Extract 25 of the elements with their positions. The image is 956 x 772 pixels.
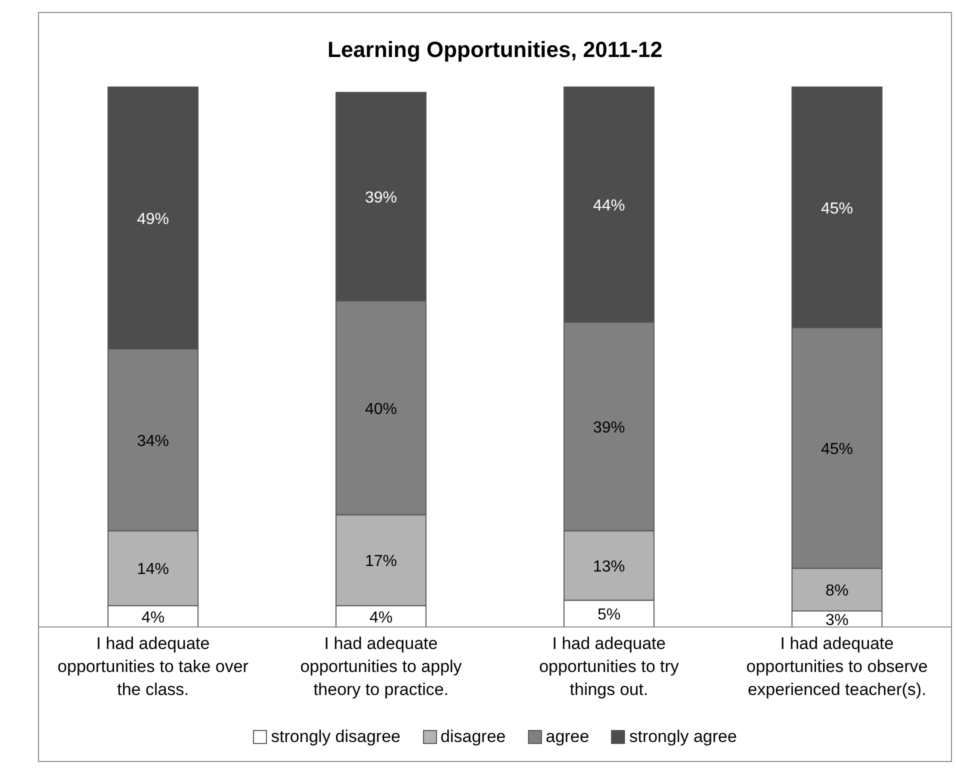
legend-label: disagree (440, 727, 506, 747)
data-label: 49% (136, 210, 170, 228)
legend-label: agree (546, 727, 590, 747)
data-label: 5% (597, 606, 621, 624)
legend-label: strongly disagree (271, 727, 401, 747)
data-label: 4% (369, 609, 393, 626)
data-label: 45% (820, 200, 854, 218)
data-label: 3% (825, 612, 849, 629)
data-label: 34% (136, 432, 170, 450)
data-label: 39% (592, 420, 626, 437)
x-tick-label: I had adequate opportunities to take over the class. (58, 634, 249, 699)
data-label: 13% (592, 558, 626, 576)
data-label: 14% (136, 561, 170, 578)
data-label: 8% (825, 582, 849, 600)
data-label: 45% (820, 440, 854, 458)
data-label: 17% (364, 553, 398, 570)
legend-label: strongly agree (629, 727, 737, 747)
chart-title: Learning Opportunities, 2011-12 (326, 37, 664, 64)
x-tick-label: I had adequate opportunities to apply theory to practice. (300, 634, 462, 699)
data-label: 44% (592, 198, 626, 215)
x-tick-label: I had adequate opportunities to try things out. (539, 634, 680, 699)
data-label: 40% (364, 400, 398, 418)
data-label: 4% (141, 609, 165, 626)
x-tick-label: I had adequate opportunities to observe experienced teacher(s). (746, 634, 928, 699)
data-label: 39% (364, 190, 398, 207)
